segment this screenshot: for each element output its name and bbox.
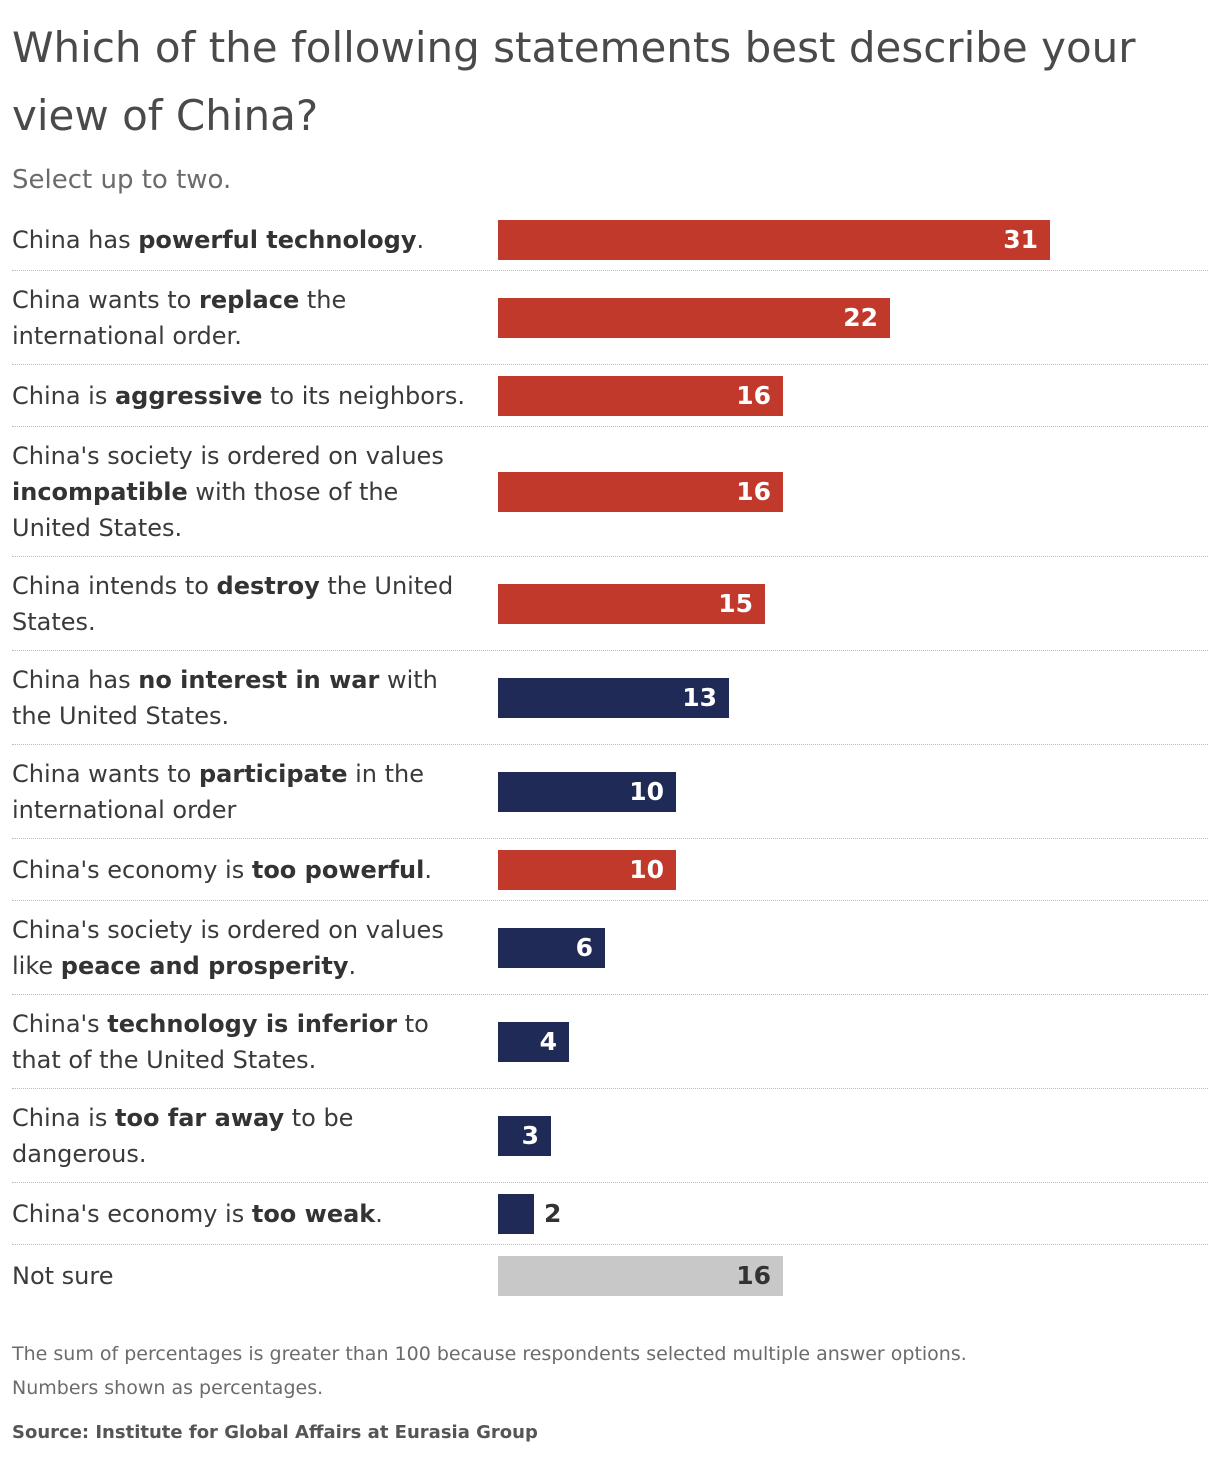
category-label: China is too far away to be dangerous. — [12, 1104, 354, 1168]
category-label: China's economy is too weak. — [12, 1200, 383, 1228]
data-label: 3 — [521, 1121, 539, 1150]
bar — [498, 1022, 569, 1062]
bar — [498, 1116, 551, 1156]
category-label: China has no interest in war with the Un… — [12, 666, 438, 730]
row-separator — [12, 364, 1208, 365]
row-separator — [12, 1244, 1208, 1245]
category-label: China wants to participate in the intern… — [12, 760, 425, 824]
data-label: 6 — [575, 933, 593, 962]
data-label: 16 — [736, 477, 771, 506]
row-separator — [12, 744, 1208, 745]
data-label: 13 — [682, 683, 717, 712]
bar — [498, 772, 676, 812]
row-separator — [12, 1182, 1208, 1183]
row-separator — [12, 994, 1208, 995]
footnote-units: Numbers shown as percentages. — [12, 1377, 324, 1399]
row-separator — [12, 838, 1208, 839]
data-label: 16 — [736, 1261, 771, 1290]
row-separator — [12, 426, 1208, 427]
data-label: 31 — [1003, 225, 1038, 254]
category-label: China wants to replace the international… — [12, 286, 347, 350]
bar — [498, 298, 890, 338]
bar — [498, 850, 676, 890]
data-label: 16 — [736, 381, 771, 410]
chart-subtitle: Select up to two. — [12, 165, 232, 195]
bar — [498, 376, 783, 416]
bar — [498, 220, 1050, 260]
source-credit: Source: Institute for Global Affairs at … — [12, 1422, 538, 1443]
bar — [498, 928, 605, 968]
row-separator — [12, 650, 1208, 651]
category-label: China intends to destroy the United Stat… — [12, 572, 454, 636]
data-label: 2 — [544, 1199, 562, 1228]
data-label: 4 — [539, 1027, 557, 1056]
row-separator — [12, 556, 1208, 557]
footnote-sum: The sum of percentages is greater than 1… — [12, 1343, 967, 1365]
row-separator — [12, 900, 1208, 901]
bar — [498, 584, 765, 624]
data-label: 10 — [629, 777, 664, 806]
category-label: China's society is ordered on values lik… — [12, 916, 444, 980]
row-separator — [12, 1088, 1208, 1089]
data-label: 15 — [718, 589, 753, 618]
category-label: China's society is ordered on values inc… — [12, 442, 444, 542]
bar — [498, 1194, 534, 1234]
bar — [498, 1256, 783, 1296]
row-separator — [12, 270, 1208, 271]
data-label: 22 — [843, 303, 878, 332]
category-label: China's economy is too powerful. — [12, 856, 432, 884]
category-label: China's technology is inferior to that o… — [12, 1010, 429, 1074]
bar — [498, 678, 729, 718]
category-label: China has powerful technology. — [12, 226, 425, 254]
bar — [498, 472, 783, 512]
chart-title: Which of the following statements best d… — [12, 23, 1136, 140]
category-label: China is aggressive to its neighbors. — [12, 382, 465, 410]
category-label: Not sure — [12, 1262, 114, 1290]
data-label: 10 — [629, 855, 664, 884]
